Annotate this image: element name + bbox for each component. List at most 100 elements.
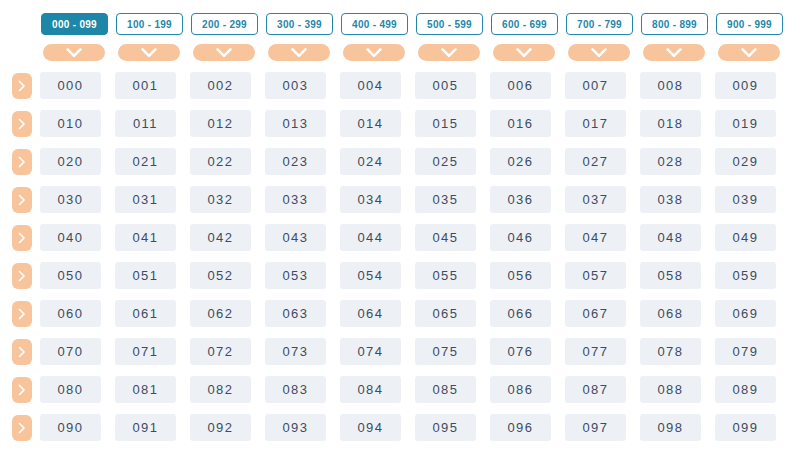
number-cell[interactable]: 030: [40, 186, 101, 213]
number-cell[interactable]: 085: [415, 376, 476, 403]
number-cell[interactable]: 002: [190, 72, 251, 99]
range-tab-600-699[interactable]: 600 - 699: [491, 13, 558, 35]
range-tab-800-899[interactable]: 800 - 899: [641, 13, 708, 35]
row-expand-button-4[interactable]: [12, 225, 32, 251]
number-cell[interactable]: 049: [715, 224, 776, 251]
column-dropdown-button-4[interactable]: [343, 44, 405, 61]
number-cell[interactable]: 031: [115, 186, 176, 213]
column-dropdown-button-3[interactable]: [268, 44, 330, 61]
number-cell[interactable]: 008: [640, 72, 701, 99]
number-cell[interactable]: 089: [715, 376, 776, 403]
number-cell[interactable]: 010: [40, 110, 101, 137]
number-cell[interactable]: 058: [640, 262, 701, 289]
range-tab-500-599[interactable]: 500 - 599: [416, 13, 483, 35]
number-cell[interactable]: 087: [565, 376, 626, 403]
number-cell[interactable]: 035: [415, 186, 476, 213]
number-cell[interactable]: 062: [190, 300, 251, 327]
number-cell[interactable]: 044: [340, 224, 401, 251]
number-cell[interactable]: 071: [115, 338, 176, 365]
number-cell[interactable]: 060: [40, 300, 101, 327]
row-expand-button-3[interactable]: [12, 187, 32, 213]
number-cell[interactable]: 063: [265, 300, 326, 327]
number-cell[interactable]: 057: [565, 262, 626, 289]
column-dropdown-button-2[interactable]: [193, 44, 255, 61]
number-cell[interactable]: 093: [265, 414, 326, 441]
number-cell[interactable]: 001: [115, 72, 176, 99]
number-cell[interactable]: 090: [40, 414, 101, 441]
column-dropdown-button-7[interactable]: [568, 44, 630, 61]
number-cell[interactable]: 076: [490, 338, 551, 365]
number-cell[interactable]: 086: [490, 376, 551, 403]
number-cell[interactable]: 014: [340, 110, 401, 137]
number-cell[interactable]: 078: [640, 338, 701, 365]
number-cell[interactable]: 079: [715, 338, 776, 365]
number-cell[interactable]: 018: [640, 110, 701, 137]
row-expand-button-7[interactable]: [12, 339, 32, 365]
number-cell[interactable]: 051: [115, 262, 176, 289]
number-cell[interactable]: 048: [640, 224, 701, 251]
number-cell[interactable]: 052: [190, 262, 251, 289]
number-cell[interactable]: 095: [415, 414, 476, 441]
number-cell[interactable]: 016: [490, 110, 551, 137]
range-tab-700-799[interactable]: 700 - 799: [566, 13, 633, 35]
number-cell[interactable]: 023: [265, 148, 326, 175]
number-cell[interactable]: 006: [490, 72, 551, 99]
number-cell[interactable]: 024: [340, 148, 401, 175]
number-cell[interactable]: 012: [190, 110, 251, 137]
number-cell[interactable]: 015: [415, 110, 476, 137]
number-cell[interactable]: 056: [490, 262, 551, 289]
number-cell[interactable]: 027: [565, 148, 626, 175]
column-dropdown-button-5[interactable]: [418, 44, 480, 61]
number-cell[interactable]: 077: [565, 338, 626, 365]
range-tab-400-499[interactable]: 400 - 499: [341, 13, 408, 35]
number-cell[interactable]: 005: [415, 72, 476, 99]
number-cell[interactable]: 025: [415, 148, 476, 175]
row-expand-button-6[interactable]: [12, 301, 32, 327]
number-cell[interactable]: 065: [415, 300, 476, 327]
number-cell[interactable]: 033: [265, 186, 326, 213]
number-cell[interactable]: 040: [40, 224, 101, 251]
number-cell[interactable]: 059: [715, 262, 776, 289]
number-cell[interactable]: 084: [340, 376, 401, 403]
number-cell[interactable]: 020: [40, 148, 101, 175]
number-cell[interactable]: 036: [490, 186, 551, 213]
number-cell[interactable]: 029: [715, 148, 776, 175]
number-cell[interactable]: 038: [640, 186, 701, 213]
column-dropdown-button-8[interactable]: [643, 44, 705, 61]
number-cell[interactable]: 074: [340, 338, 401, 365]
number-cell[interactable]: 013: [265, 110, 326, 137]
row-expand-button-9[interactable]: [12, 415, 32, 441]
number-cell[interactable]: 041: [115, 224, 176, 251]
number-cell[interactable]: 088: [640, 376, 701, 403]
number-cell[interactable]: 053: [265, 262, 326, 289]
column-dropdown-button-0[interactable]: [43, 44, 105, 61]
number-cell[interactable]: 096: [490, 414, 551, 441]
number-cell[interactable]: 046: [490, 224, 551, 251]
number-cell[interactable]: 092: [190, 414, 251, 441]
range-tab-300-399[interactable]: 300 - 399: [266, 13, 333, 35]
number-cell[interactable]: 021: [115, 148, 176, 175]
number-cell[interactable]: 066: [490, 300, 551, 327]
number-cell[interactable]: 083: [265, 376, 326, 403]
column-dropdown-button-9[interactable]: [718, 44, 780, 61]
number-cell[interactable]: 017: [565, 110, 626, 137]
number-cell[interactable]: 022: [190, 148, 251, 175]
range-tab-900-999[interactable]: 900 - 999: [716, 13, 783, 35]
number-cell[interactable]: 099: [715, 414, 776, 441]
number-cell[interactable]: 043: [265, 224, 326, 251]
number-cell[interactable]: 061: [115, 300, 176, 327]
number-cell[interactable]: 050: [40, 262, 101, 289]
number-cell[interactable]: 091: [115, 414, 176, 441]
number-cell[interactable]: 080: [40, 376, 101, 403]
number-cell[interactable]: 039: [715, 186, 776, 213]
number-cell[interactable]: 032: [190, 186, 251, 213]
number-cell[interactable]: 068: [640, 300, 701, 327]
number-cell[interactable]: 037: [565, 186, 626, 213]
number-cell[interactable]: 028: [640, 148, 701, 175]
number-cell[interactable]: 073: [265, 338, 326, 365]
number-cell[interactable]: 098: [640, 414, 701, 441]
number-cell[interactable]: 042: [190, 224, 251, 251]
number-cell[interactable]: 047: [565, 224, 626, 251]
number-cell[interactable]: 034: [340, 186, 401, 213]
number-cell[interactable]: 000: [40, 72, 101, 99]
